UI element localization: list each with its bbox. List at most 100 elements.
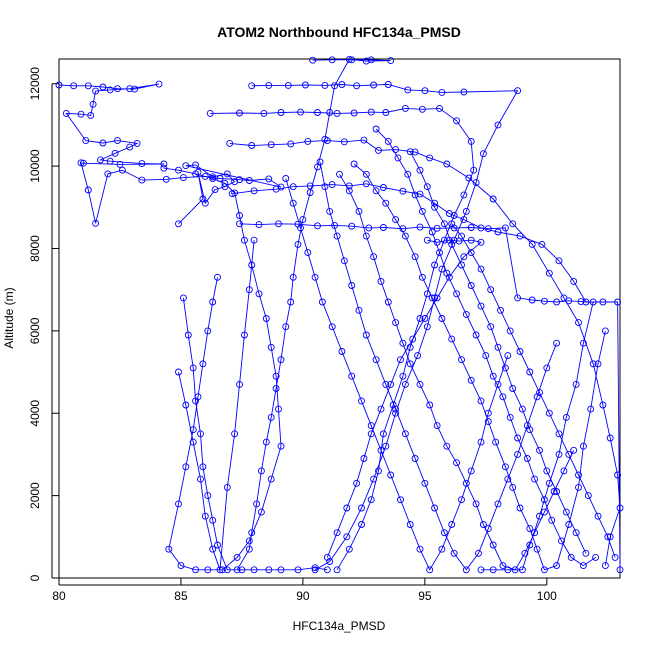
data-point bbox=[477, 302, 485, 310]
y-tick-label: 2000 bbox=[28, 482, 42, 509]
data-point bbox=[382, 109, 390, 116]
data-point bbox=[160, 164, 168, 172]
data-point bbox=[182, 162, 190, 170]
data-point bbox=[314, 109, 321, 116]
data-point bbox=[272, 385, 280, 392]
data-point bbox=[494, 343, 502, 351]
data-point bbox=[438, 315, 446, 322]
data-point bbox=[321, 135, 329, 143]
data-point bbox=[218, 566, 226, 574]
data-point bbox=[536, 389, 543, 397]
data-point bbox=[365, 224, 373, 232]
data-point bbox=[367, 56, 375, 64]
data-point bbox=[372, 125, 380, 133]
data-point bbox=[311, 564, 319, 572]
data-point bbox=[209, 175, 217, 182]
series-line bbox=[178, 240, 255, 570]
data-point bbox=[62, 109, 70, 117]
data-point bbox=[223, 170, 231, 178]
data-point bbox=[197, 430, 204, 438]
data-point bbox=[523, 455, 531, 462]
data-point bbox=[453, 117, 461, 125]
data-point bbox=[358, 397, 365, 405]
data-point bbox=[272, 372, 280, 380]
data-point bbox=[206, 109, 214, 117]
series-16 bbox=[282, 175, 512, 574]
data-point bbox=[267, 475, 275, 483]
series-15 bbox=[316, 158, 561, 574]
data-point bbox=[323, 553, 331, 561]
data-point bbox=[87, 111, 95, 119]
data-point bbox=[460, 253, 468, 261]
data-point bbox=[182, 401, 190, 409]
series-6 bbox=[228, 180, 624, 574]
data-point bbox=[560, 467, 568, 475]
data-point bbox=[226, 139, 234, 147]
data-point bbox=[311, 566, 319, 574]
series-13 bbox=[336, 170, 578, 574]
series-11 bbox=[350, 160, 609, 574]
data-point bbox=[516, 348, 524, 355]
data-point bbox=[492, 438, 500, 446]
data-point bbox=[289, 199, 297, 207]
series-line bbox=[58, 83, 282, 225]
data-point bbox=[458, 232, 465, 240]
series-line bbox=[210, 107, 475, 571]
data-point bbox=[360, 455, 368, 462]
data-point bbox=[192, 161, 200, 169]
data-point bbox=[604, 533, 612, 541]
data-point bbox=[448, 521, 456, 528]
data-point bbox=[379, 224, 387, 231]
data-point bbox=[467, 376, 475, 384]
data-point bbox=[445, 273, 453, 281]
data-point bbox=[433, 238, 441, 246]
data-point bbox=[262, 315, 270, 322]
data-point bbox=[426, 154, 434, 162]
data-point bbox=[601, 327, 609, 335]
data-point bbox=[460, 88, 468, 96]
data-point bbox=[301, 81, 309, 89]
data-point bbox=[255, 221, 263, 229]
series-2 bbox=[206, 104, 478, 574]
data-point bbox=[584, 492, 592, 500]
data-point bbox=[336, 170, 343, 178]
data-point bbox=[506, 413, 514, 421]
series-line bbox=[319, 161, 558, 571]
data-point bbox=[367, 430, 375, 438]
data-point bbox=[614, 471, 622, 479]
data-point bbox=[460, 216, 468, 224]
series-line bbox=[409, 151, 587, 554]
data-point bbox=[160, 160, 168, 168]
y-axis: 0 2000 4000 6000 8000 10000 12000 bbox=[28, 67, 59, 581]
data-point bbox=[448, 335, 456, 343]
data-point bbox=[436, 104, 443, 112]
data-point bbox=[489, 195, 497, 203]
data-point bbox=[338, 348, 346, 355]
data-point bbox=[489, 566, 497, 574]
data-point bbox=[284, 81, 292, 89]
data-point bbox=[570, 446, 578, 454]
data-point bbox=[362, 170, 370, 178]
data-point bbox=[236, 109, 243, 117]
data-point bbox=[384, 81, 392, 88]
data-point bbox=[484, 418, 492, 425]
data-point bbox=[209, 545, 217, 553]
data-point bbox=[431, 261, 439, 269]
data-point bbox=[338, 81, 346, 88]
data-point bbox=[516, 504, 524, 512]
data-point bbox=[192, 170, 200, 178]
series-line bbox=[229, 139, 621, 566]
data-point bbox=[406, 521, 414, 528]
data-point bbox=[611, 553, 619, 561]
data-point bbox=[418, 105, 426, 113]
data-point bbox=[494, 228, 502, 236]
data-point bbox=[404, 86, 412, 94]
data-point bbox=[277, 109, 285, 116]
data-point bbox=[467, 224, 475, 231]
data-point bbox=[297, 224, 304, 232]
data-point bbox=[240, 236, 248, 244]
data-point bbox=[509, 483, 517, 491]
data-point bbox=[438, 545, 446, 553]
data-point bbox=[494, 121, 502, 129]
y-tick-label: 8000 bbox=[28, 235, 42, 262]
